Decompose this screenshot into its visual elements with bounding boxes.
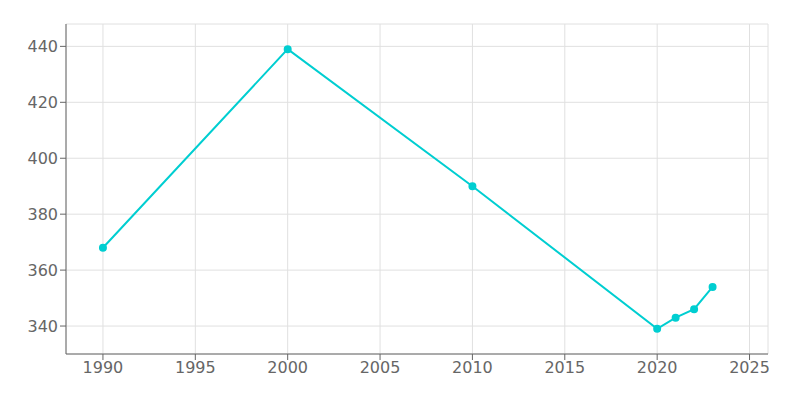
svg-text:2015: 2015 xyxy=(544,358,585,377)
svg-text:1995: 1995 xyxy=(175,358,216,377)
svg-text:2005: 2005 xyxy=(360,358,401,377)
svg-text:340: 340 xyxy=(27,317,58,336)
svg-text:440: 440 xyxy=(27,37,58,56)
svg-text:380: 380 xyxy=(27,205,58,224)
svg-text:2010: 2010 xyxy=(452,358,493,377)
svg-text:420: 420 xyxy=(27,93,58,112)
svg-text:1990: 1990 xyxy=(83,358,124,377)
svg-text:2020: 2020 xyxy=(637,358,678,377)
svg-text:2000: 2000 xyxy=(267,358,308,377)
svg-text:2025: 2025 xyxy=(729,358,770,377)
svg-text:400: 400 xyxy=(27,149,58,168)
svg-text:360: 360 xyxy=(27,261,58,280)
